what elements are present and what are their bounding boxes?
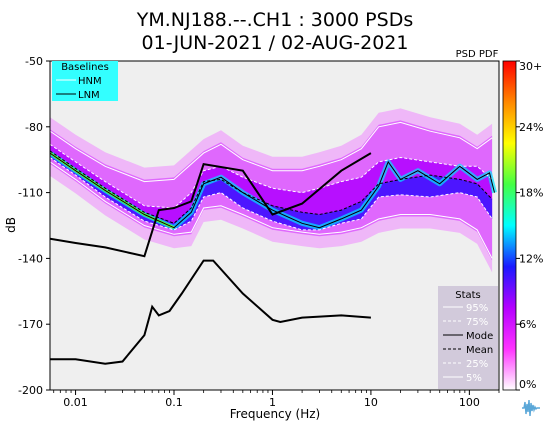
x-axis-label: Frequency (Hz) [230, 407, 321, 421]
p95-legend-label: 95% [466, 303, 488, 314]
y-tick-label: -50 [25, 55, 43, 68]
stats-legend-title: Stats [455, 290, 481, 301]
axes: -50 -80 -110 -140 -170 -200 0.01 0.1 1 10 100 [18, 55, 500, 409]
mode-legend-label: Mode [466, 331, 493, 342]
y-tick-label: -110 [18, 187, 43, 200]
p25-legend-label: 25% [466, 359, 488, 370]
baseline-lnm [50, 259, 371, 365]
colorbar-tick-label: 6% [519, 318, 536, 331]
mean-legend-label: Mean [466, 345, 493, 356]
baseline-lines [50, 152, 372, 365]
x-tick-label: 10 [364, 396, 378, 409]
chart-title: YM.NJ188.--.CH1 : 3000 PSDs [136, 9, 413, 31]
x-tick-label: 100 [459, 396, 480, 409]
x-tick-label: 0.01 [63, 396, 88, 409]
stat-line-5pct [50, 161, 493, 259]
colorbar-tick-label: 24% [519, 121, 543, 134]
stat-line-75pct [50, 143, 493, 209]
p5-legend-label: 5% [466, 373, 482, 384]
lnm-legend-label: LNM [78, 90, 100, 101]
baselines-legend: Baselines HNM LNM [52, 61, 118, 101]
baselines-legend-title: Baselines [61, 62, 109, 73]
hnm-legend-label: HNM [78, 76, 102, 87]
stats-legend-bg [438, 286, 498, 389]
x-tick-label: 0.1 [165, 396, 183, 409]
colorbar-tick-label: 18% [519, 187, 543, 200]
pdf-band-75-25 [50, 144, 493, 230]
colorbar-ticks: 30+ 24% 18% 12% 6% 0% [516, 60, 543, 391]
colorbar-tick-label: 12% [519, 252, 543, 265]
plot-frame [49, 60, 500, 391]
colorbar-tick-label: 0% [519, 378, 536, 391]
p75-legend-label: 75% [466, 317, 488, 328]
x-tick-label: 1 [269, 396, 276, 409]
colorbar [502, 60, 517, 391]
stat-line-95pct [50, 121, 493, 183]
y-tick-label: -200 [18, 384, 43, 397]
colorbar-tick-label: 30+ [519, 60, 542, 73]
stat-line-mode [50, 152, 495, 229]
y-tick-label: -170 [18, 318, 43, 331]
y-tick-label: -80 [25, 121, 43, 134]
colorbar-title: PSD PDF [456, 49, 499, 60]
chart-subtitle: 01-JUN-2021 / 02-AUG-2021 [142, 32, 409, 54]
baseline-hnm [50, 152, 372, 258]
y-axis-label: dB [4, 217, 18, 233]
seismogram-logo-icon [522, 399, 540, 417]
stats-legend: Stats 95% 75% Mode Mean 25% 5% [438, 286, 498, 389]
y-tick-label: -140 [18, 252, 43, 265]
